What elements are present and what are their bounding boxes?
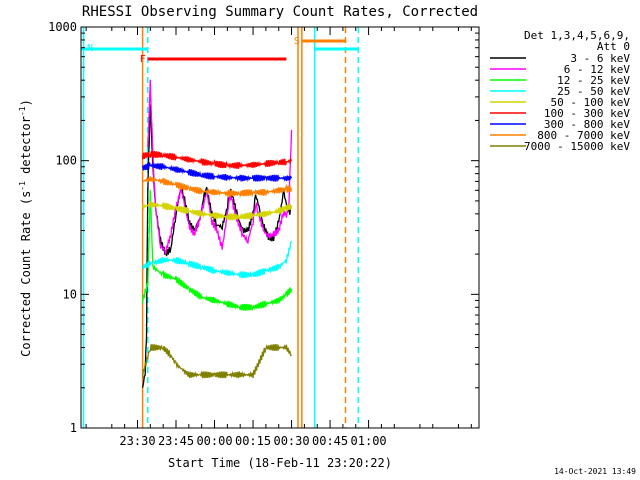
axes: 1 10 100 1000 23:30 23:45 00:00 00:15 00:30 00:45… bbox=[48, 20, 479, 448]
legend-label-4: 50 - 100 keV bbox=[551, 96, 631, 109]
y-axis-label-end: ) bbox=[19, 99, 33, 106]
x-tick-label-4: 00:30 bbox=[273, 434, 309, 448]
x-tick-label-5: 00:45 bbox=[312, 434, 348, 448]
chart-title: RHESSI Observing Summary Count Rates, Co… bbox=[82, 4, 478, 20]
plot-frame bbox=[80, 26, 480, 429]
legend-label-6: 300 - 800 keV bbox=[544, 118, 630, 131]
legend-label-3: 25 - 50 keV bbox=[557, 85, 630, 98]
flag-label-3: S bbox=[294, 36, 300, 47]
series-line-6 bbox=[141, 161, 293, 183]
x-tick-label-6: 01:00 bbox=[351, 434, 387, 448]
y-axis-label-mid: detector bbox=[19, 116, 33, 181]
y-tick-label-0: 1 bbox=[70, 421, 77, 435]
y-axis-label-sup1: -1 bbox=[18, 181, 27, 191]
x-axis-label: Start Time (18-Feb-11 23:20:22) bbox=[168, 456, 392, 470]
series-line-3 bbox=[141, 240, 293, 279]
legend-header-line1: Det 1,3,4,5,6,9, bbox=[524, 29, 630, 42]
legend-header-line2: Att 0 bbox=[597, 40, 630, 53]
legend-label-8: 7000 - 15000 keV bbox=[524, 140, 630, 153]
series-line-1 bbox=[147, 79, 293, 255]
timestamp: 14-Oct-2021 13:49 bbox=[554, 467, 636, 476]
flag-label-0: F bbox=[140, 54, 146, 65]
x-tick-label-0: 23:30 bbox=[119, 434, 155, 448]
y-axis-label-sup2: -1 bbox=[18, 106, 27, 116]
y-tick-label-2: 100 bbox=[55, 154, 77, 168]
legend-label-2: 12 - 25 keV bbox=[557, 74, 630, 87]
y-tick-label-1: 10 bbox=[63, 287, 77, 301]
x-tick-label-3: 00:15 bbox=[235, 434, 271, 448]
legend-label-1: 6 - 12 keV bbox=[564, 63, 631, 76]
legend-label-7: 800 - 7000 keV bbox=[537, 129, 630, 142]
plot-content: F N S bbox=[81, 27, 360, 428]
x-tick-label-2: 00:00 bbox=[196, 434, 232, 448]
legend-label-0: 3 - 6 keV bbox=[570, 52, 630, 65]
series-line-2 bbox=[141, 190, 293, 312]
legend-label-5: 100 - 300 keV bbox=[544, 107, 630, 120]
flag-label-1: N bbox=[87, 43, 93, 54]
series-line-5 bbox=[141, 151, 293, 170]
series-line-4 bbox=[141, 201, 293, 221]
y-axis-label: Corrected Count Rate (s-1 detector-1) bbox=[18, 99, 33, 357]
series-line-7 bbox=[142, 175, 293, 198]
x-tick-label-1: 23:45 bbox=[158, 434, 194, 448]
y-axis-label-main: Corrected Count Rate (s bbox=[19, 191, 33, 357]
series-line-8 bbox=[141, 344, 292, 379]
y-tick-label-3: 1000 bbox=[48, 20, 77, 34]
